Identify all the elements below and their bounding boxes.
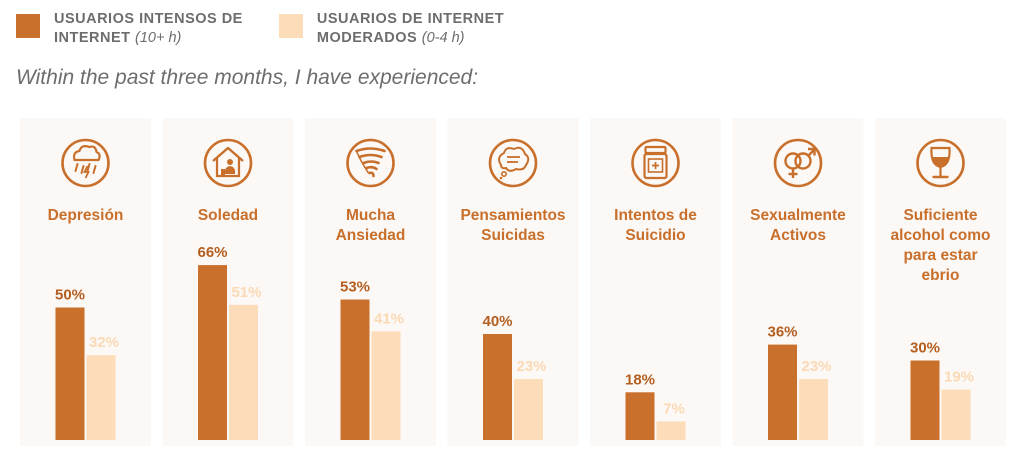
value-label-moderate: 23% — [801, 358, 831, 375]
legend-label-heavy: USUARIOS INTENSOS DE INTERNET (10+ h) — [54, 10, 243, 48]
legend-swatch-heavy — [16, 14, 40, 38]
category-label-line: Ansiedad — [336, 227, 406, 244]
category-panel — [732, 118, 864, 446]
legend-moderate-line2: MODERADOS — [316, 30, 418, 46]
category-label: Suficiente alcohol como para estar ebrio — [891, 207, 991, 284]
bar-moderate — [799, 379, 828, 440]
value-label-moderate: 32% — [89, 334, 119, 351]
value-label-moderate: 7% — [663, 400, 685, 417]
value-label-moderate: 19% — [944, 369, 974, 386]
bar-moderate — [941, 389, 971, 440]
bar-heavy — [910, 360, 940, 440]
bar-heavy — [483, 334, 512, 440]
category-label-line: Suficiente — [903, 207, 977, 224]
category-label-line: Soledad — [198, 207, 258, 224]
category-label-line: alcohol como — [891, 227, 991, 244]
category-label: Mucha Ansiedad — [336, 207, 406, 244]
category-panel — [20, 118, 151, 446]
tornado-icon — [346, 138, 395, 188]
category-panel — [447, 118, 579, 446]
value-label-heavy: 66% — [197, 244, 227, 261]
category-label-line: ebrio — [922, 267, 960, 284]
legend-heavy-line1: USUARIOS INTENSOS DE — [54, 11, 243, 27]
value-label-heavy: 40% — [482, 313, 512, 330]
value-label-heavy: 53% — [340, 279, 370, 296]
bar-heavy — [55, 307, 85, 440]
legend-moderate-line1: USUARIOS DE INTERNET — [316, 11, 505, 27]
value-label-moderate: 23% — [516, 358, 546, 375]
category-label-line: para estar — [903, 247, 977, 264]
house-person-icon — [203, 138, 253, 188]
category-label-line: Suicidas — [481, 227, 545, 244]
rain-cloud-icon — [61, 138, 110, 188]
wine-glass-icon — [916, 138, 965, 188]
pill-bottle-icon — [631, 138, 680, 188]
legend-label-moderate: USUARIOS DE INTERNET MODERADOS (0-4 h) — [317, 10, 504, 48]
category-label-line: Depresión — [48, 207, 124, 224]
legend-item-heavy: USUARIOS INTENSOS DE INTERNET (10+ h) — [16, 10, 243, 48]
category-label-line: Pensamientos — [460, 207, 565, 224]
chart-subtitle: Within the past three months, I have exp… — [16, 66, 479, 89]
bar-heavy — [768, 344, 797, 440]
value-label-heavy: 30% — [910, 340, 940, 357]
bar-moderate — [229, 304, 258, 440]
thought-bubble-icon — [488, 138, 538, 188]
value-label-moderate: 51% — [231, 284, 261, 301]
category-label: Soledad — [198, 207, 258, 224]
bar-heavy — [340, 299, 370, 440]
category-label: Sexualmente Activos — [750, 207, 846, 244]
value-label-heavy: 36% — [767, 324, 797, 341]
bar-moderate — [656, 421, 686, 440]
bar-moderate — [86, 355, 116, 440]
bar-heavy — [625, 392, 655, 440]
bar-moderate — [371, 331, 401, 440]
legend-item-moderate: USUARIOS DE INTERNET MODERADOS (0-4 h) — [278, 10, 504, 48]
bar-heavy — [198, 265, 227, 440]
category-label-line: Mucha — [346, 207, 395, 224]
category-label: Depresión — [48, 207, 124, 224]
value-label-heavy: 50% — [55, 287, 85, 304]
category-label: Intentos de Suicidio — [614, 207, 697, 244]
legend-heavy-sub: (10+ h) — [135, 30, 182, 46]
category-label-line: Activos — [770, 227, 826, 244]
legend-heavy-line2: INTERNET — [54, 30, 131, 46]
category-label: Pensamientos Suicidas — [460, 207, 565, 244]
value-label-moderate: 41% — [374, 310, 404, 327]
value-label-heavy: 18% — [625, 371, 655, 388]
category-label-line: Sexualmente — [750, 207, 846, 224]
legend-swatch-moderate — [278, 14, 303, 38]
gender-symbols-icon — [773, 138, 823, 188]
bar-moderate — [514, 379, 543, 440]
legend-moderate-sub: (0-4 h) — [421, 30, 465, 46]
category-label-line: Intentos de — [614, 207, 697, 224]
category-label-line: Suicidio — [625, 227, 685, 244]
legend: USUARIOS INTENSOS DE INTERNET (10+ h) US… — [16, 10, 540, 48]
